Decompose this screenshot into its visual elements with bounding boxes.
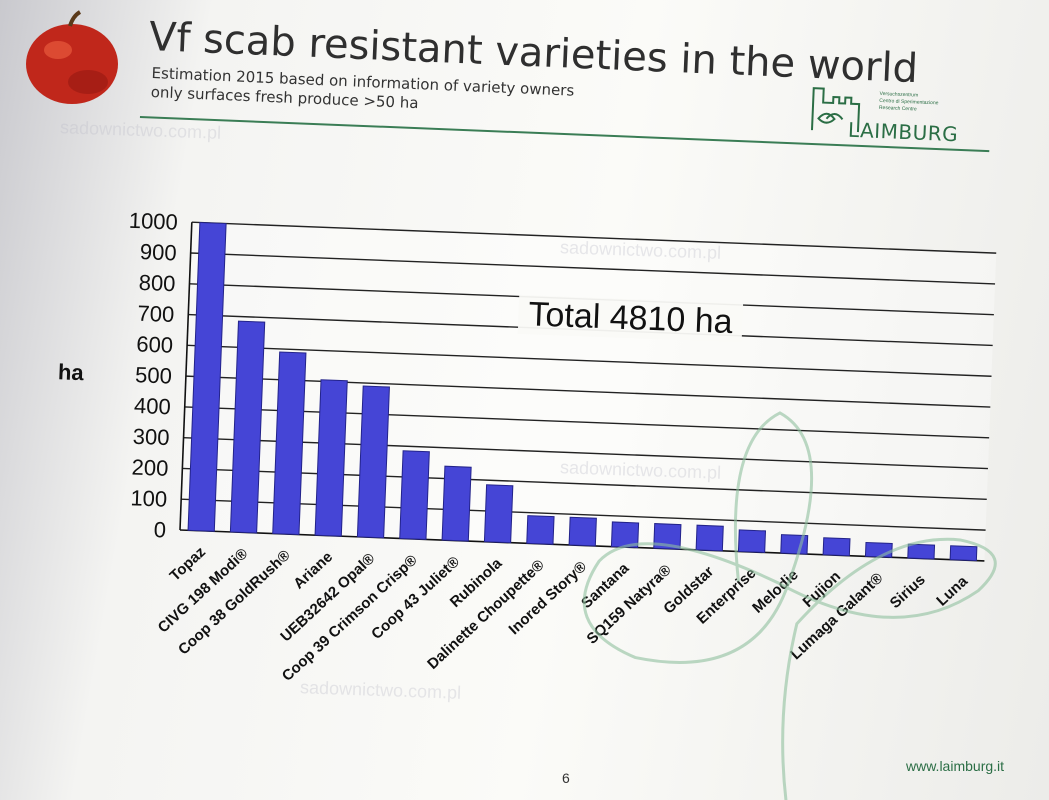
y-tick-label: 600 xyxy=(136,331,174,357)
bar xyxy=(949,545,978,562)
y-axis-label: ha xyxy=(58,359,85,385)
gridline xyxy=(184,406,990,439)
y-tick-label: 500 xyxy=(135,362,173,388)
y-tick-label: 800 xyxy=(138,270,176,296)
bar xyxy=(441,465,472,542)
y-tick-label: 300 xyxy=(132,424,170,450)
bar xyxy=(272,351,307,536)
bar xyxy=(737,529,767,553)
y-tick-label: 200 xyxy=(131,455,169,481)
x-tick-label: Sirius xyxy=(887,571,929,612)
decorative-leaf xyxy=(582,411,997,800)
page-number: 6 xyxy=(562,770,570,786)
gridline xyxy=(187,344,992,377)
y-tick-label: 900 xyxy=(139,239,177,265)
y-tick-label: 100 xyxy=(130,485,168,511)
gridline xyxy=(190,252,996,285)
bar xyxy=(822,537,851,557)
bar xyxy=(229,320,266,534)
laimburg-logo: Versuchszentrum Centro di Sperimentazion… xyxy=(807,82,980,155)
y-tick-label: 400 xyxy=(134,393,172,419)
bar xyxy=(356,385,390,539)
y-tick-label: 1000 xyxy=(128,208,178,235)
bar xyxy=(864,541,893,558)
y-axis-line xyxy=(179,222,193,531)
apple-icon xyxy=(26,10,118,104)
bar xyxy=(907,543,936,560)
bar xyxy=(399,450,430,540)
gridline xyxy=(185,375,991,408)
y-tick-label: 700 xyxy=(137,301,175,327)
bar xyxy=(483,484,514,544)
gridline xyxy=(191,221,997,254)
footer-url[interactable]: www.laimburg.it xyxy=(906,758,1005,774)
gridline xyxy=(182,467,987,501)
bar xyxy=(314,379,348,537)
gridline xyxy=(181,498,986,531)
castle-icon xyxy=(810,87,861,133)
y-tick-label: 0 xyxy=(153,517,166,542)
x-tick-label: Inored Story® xyxy=(506,558,590,638)
gridline xyxy=(183,436,988,470)
bar xyxy=(568,516,597,547)
bar xyxy=(187,222,227,532)
bar xyxy=(695,524,724,552)
bar xyxy=(526,515,555,545)
bar xyxy=(653,523,682,550)
